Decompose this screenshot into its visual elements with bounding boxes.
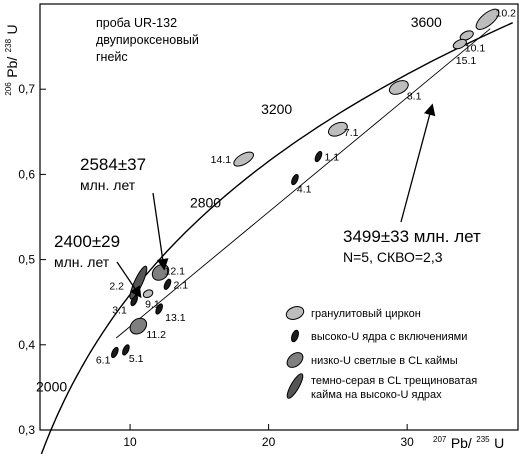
y-axis-label: 206 Pb/ 238 U: [0, 24, 21, 95]
annotation-2400-age: 2400±29: [54, 232, 120, 251]
ylabel-base: Pb/: [4, 57, 20, 78]
point-label-9-1: 9.1: [145, 299, 160, 311]
arrow-2400: [116, 261, 142, 299]
point-label-13-1: 13.1: [165, 312, 186, 324]
concordia-age-label: 2800: [190, 195, 221, 211]
plot-frame: [39, 3, 519, 431]
data-ellipse-15-1: [452, 38, 467, 50]
legend-label-high-u: высоко-U ядра с включениями: [311, 331, 467, 343]
legend-swatch-high-u: [291, 329, 299, 343]
data-ellipse-10-2: [475, 8, 500, 30]
data-ellipse-8-1: [388, 80, 409, 95]
x-tick-label: 20: [262, 435, 276, 449]
legend-label-granulite: гранулитовый циркон: [311, 308, 421, 320]
legend-label-dark-rim-2: кайма на высоко-U ядрах: [311, 389, 442, 401]
legend-swatch-dark-rim: [286, 373, 304, 399]
xlabel-pre: 207: [433, 435, 447, 444]
sample-line-2: двупироксеновый: [96, 33, 199, 47]
legend-swatch-low-u: [286, 352, 304, 368]
arrow-2584: [152, 192, 169, 271]
data-ellipse-9-1: [142, 289, 154, 299]
axes-layer: 10 20 30 0,3 0,4 0,5 0,6 0,7: [18, 82, 414, 449]
x-tick-label: 30: [400, 435, 414, 449]
annotation-2584-age: 2584±37: [80, 155, 146, 174]
point-label-7-1: 7.1: [344, 127, 359, 139]
data-ellipse-13-1: [155, 303, 163, 315]
point-label-12-1: 12.1: [165, 265, 186, 277]
y-tick-label: 0,4: [18, 338, 35, 352]
y-tick-label: 0,3: [18, 423, 35, 437]
point-label-2-2: 2.2: [109, 281, 124, 293]
legend-label-low-u: низко-U светлые в CL каймы: [311, 355, 458, 367]
xlabel-tail: U: [494, 435, 504, 451]
x-tick-label: 10: [123, 435, 137, 449]
points-layer: 14.1 7.1 8.1 10.1 10.2 15.1 1.1 4.1 2.1 13.1 6.1 5.…: [96, 7, 517, 366]
point-label-5-1: 5.1: [129, 353, 144, 365]
y-tick-label: 0,6: [18, 167, 35, 181]
annotation-3499-stats: N=5, СКВО=2,3: [343, 249, 443, 265]
point-label-14-1: 14.1: [211, 154, 232, 166]
xlabel-sup: 235: [476, 435, 490, 444]
point-label-11-2: 11.2: [146, 329, 166, 341]
point-label-6-1: 6.1: [96, 354, 111, 366]
point-label-2-1: 2.1: [173, 279, 188, 291]
arrow-3499: [400, 103, 436, 223]
xlabel-base: Pb/: [451, 435, 472, 451]
data-ellipse-11-2: [129, 317, 148, 335]
point-label-10-2: 10.2: [496, 7, 517, 19]
concordia-age-label: 3200: [261, 101, 292, 117]
discordia-line: [115, 28, 491, 339]
y-tick-label: 0,7: [18, 82, 35, 96]
data-ellipse-2-1: [163, 278, 172, 290]
legend-swatch-granulite: [285, 306, 305, 320]
data-ellipse-1-1: [314, 150, 323, 163]
annotation-3499-age: 3499±33 млн. лет: [343, 227, 481, 246]
legend-label-dark-rim-1: темно-серая в CL трещиноватая: [311, 375, 477, 387]
legend: гранулитовый циркон высоко-U ядра с вклю…: [285, 306, 477, 401]
annotation-2584-unit: млн. лет: [80, 177, 136, 193]
svg-text:206 Pb/ 238: 206 Pb/ 238 U: [0, 24, 21, 95]
annotation-2400-unit: млн. лет: [54, 254, 110, 270]
sample-line-3: гнейс: [96, 50, 128, 64]
y-tick-label: 0,5: [18, 253, 35, 267]
data-ellipse-14-1: [233, 151, 255, 167]
point-label-8-1: 8.1: [407, 90, 422, 102]
data-ellipse-4-1: [291, 173, 299, 186]
point-label-1-1: 1.1: [324, 152, 339, 164]
data-ellipse-7-1: [327, 121, 348, 137]
x-axis-label: 207 Pb/ 235 U: [433, 429, 504, 452]
concordia-age-label: 3600: [411, 14, 442, 30]
point-label-4-1: 4.1: [297, 184, 312, 196]
point-label-15-1: 15.1: [456, 55, 477, 67]
ylabel-tail: U: [4, 24, 20, 34]
curve-layer: 2000 2800 3200 3600: [36, 14, 513, 454]
ylabel-sup: 238: [4, 38, 13, 52]
data-ellipse-6-1: [111, 346, 119, 359]
concordia-age-label: 2000: [36, 378, 67, 394]
data-ellipse-10-1: [459, 30, 474, 41]
data-ellipse-5-1: [122, 344, 130, 356]
sample-line-1: проба UR-132: [96, 16, 177, 30]
point-label-3-1: 3.1: [112, 304, 127, 316]
point-label-10-1: 10.1: [465, 43, 486, 55]
ylabel-pre: 206: [4, 82, 13, 96]
